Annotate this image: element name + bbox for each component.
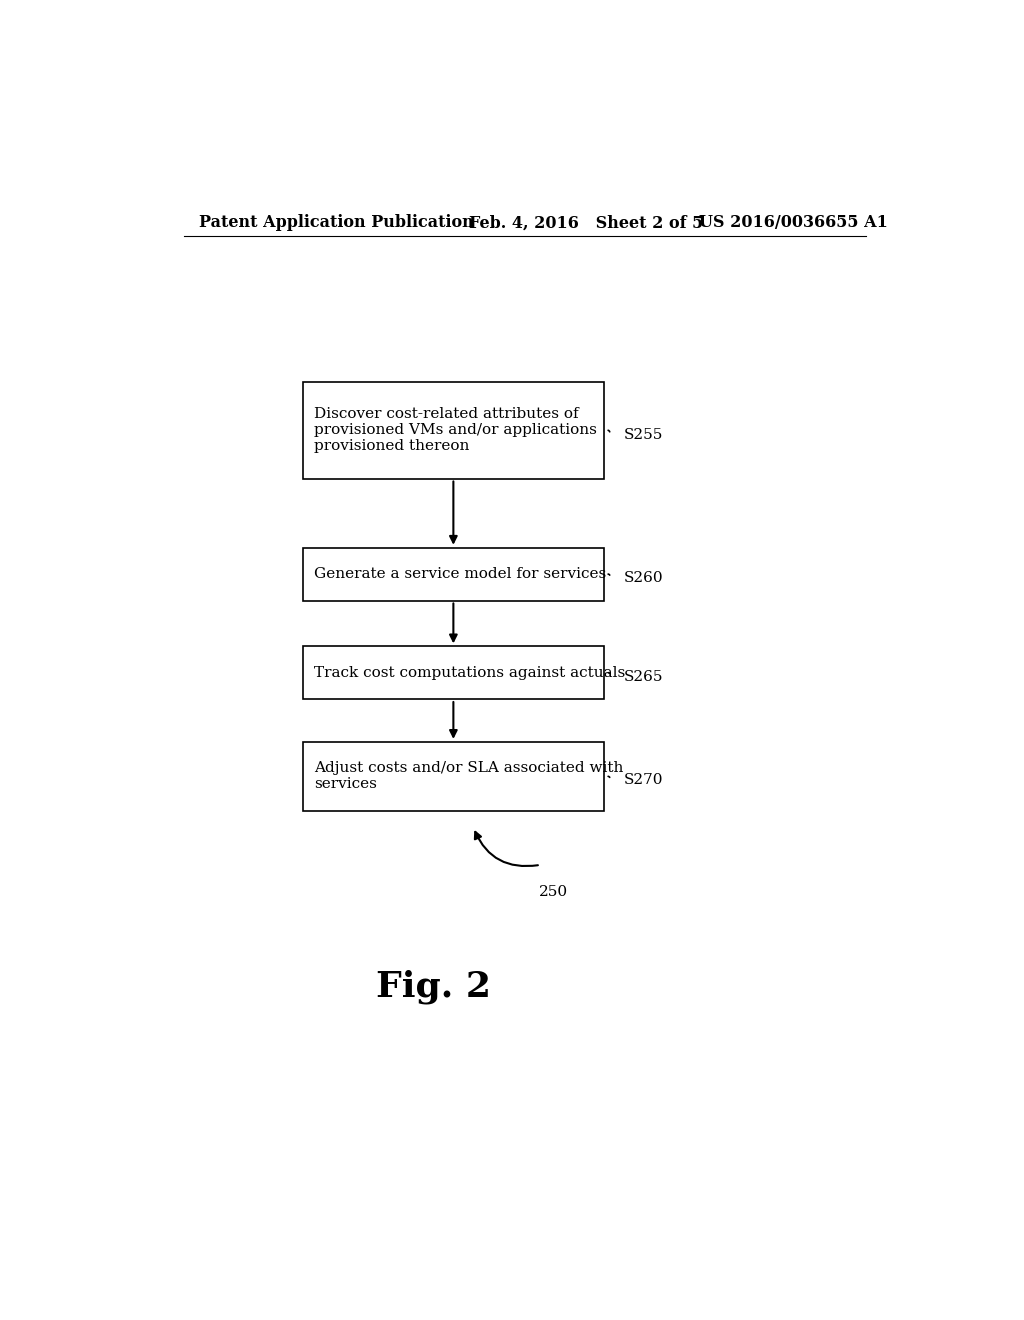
Text: 250: 250: [539, 886, 568, 899]
Text: Track cost computations against actuals: Track cost computations against actuals: [314, 665, 626, 680]
Text: S260: S260: [624, 572, 664, 585]
Text: Fig. 2: Fig. 2: [376, 969, 492, 1005]
FancyBboxPatch shape: [303, 742, 604, 810]
Text: Patent Application Publication: Patent Application Publication: [200, 214, 474, 231]
Text: Discover cost-related attributes of
provisioned VMs and/or applications
provisio: Discover cost-related attributes of prov…: [314, 407, 597, 454]
Text: Feb. 4, 2016   Sheet 2 of 5: Feb. 4, 2016 Sheet 2 of 5: [469, 214, 703, 231]
Text: Adjust costs and/or SLA associated with
services: Adjust costs and/or SLA associated with …: [314, 762, 624, 792]
Text: Generate a service model for services: Generate a service model for services: [314, 568, 607, 581]
Text: S270: S270: [624, 774, 664, 788]
Text: S265: S265: [624, 669, 664, 684]
FancyBboxPatch shape: [303, 647, 604, 700]
Text: S255: S255: [624, 428, 664, 442]
FancyBboxPatch shape: [303, 381, 604, 479]
FancyBboxPatch shape: [303, 548, 604, 601]
Text: US 2016/0036655 A1: US 2016/0036655 A1: [699, 214, 888, 231]
